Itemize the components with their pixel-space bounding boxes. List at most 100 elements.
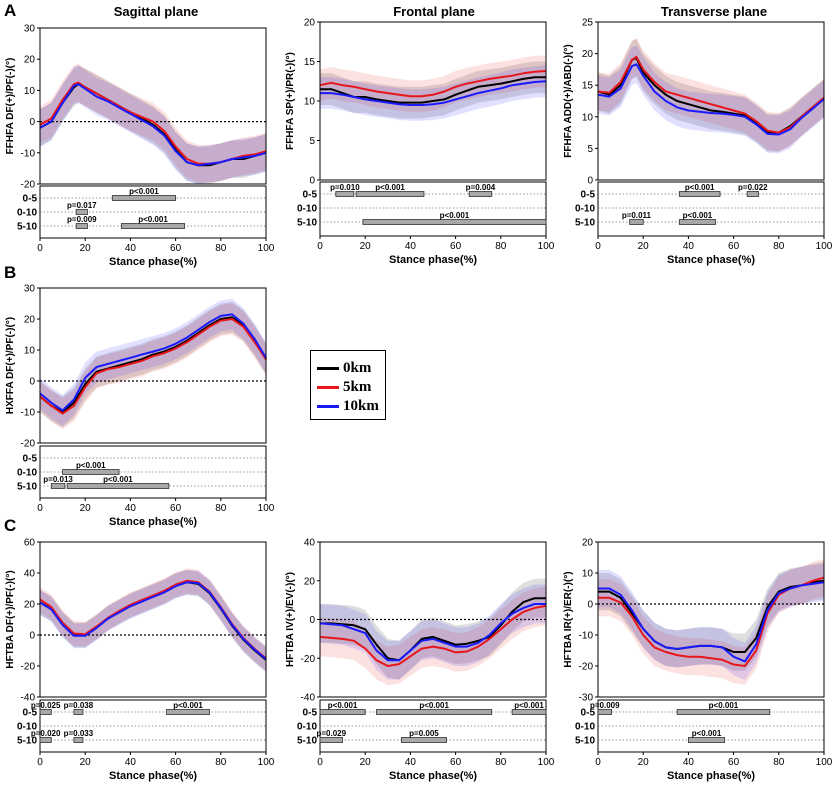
y-tick-label: 20 [582,538,594,549]
x-tick-label: 60 [450,241,462,252]
y-axis-label: HFTBA DF(+)/PF(-)(°) [5,570,16,668]
sig-p-label: p=0.004 [466,183,496,192]
x-tick-label: 60 [450,757,462,768]
y-tick-label: 10 [304,97,316,108]
y-axis-label: FFHFA SP(+)/PR(-)(°) [285,52,296,150]
sig-bar [319,709,366,715]
x-tick-label: 0 [595,241,601,252]
sig-bar [629,219,644,225]
x-tick-label: 60 [170,243,182,254]
legend-label-10km: 10km [343,398,379,414]
series-line-10km [39,83,267,167]
sig-p-label: p=0.029 [317,729,347,738]
chart-a1: -20 -10 0 10 20 30 FFHFA DF(+)/PF(-)(°) 0-5 0-10… [5,24,275,269]
series-line-5km [319,604,547,667]
x-tick-label: 0 [37,757,43,768]
sig-bar [746,191,759,197]
sd-band-0km [598,39,824,152]
x-axis-label: Stance phase(%) [109,516,197,528]
y-tick-label: 10 [24,86,36,97]
sig-bar [73,709,84,715]
y-tick-label: 20 [304,18,316,29]
sig-p-label: p<0.001 [138,215,168,224]
x-tick-label: 0 [317,757,323,768]
y-tick-label: 5 [587,144,593,155]
sig-bar [335,191,355,197]
sig-row-label: 0-5 [23,454,38,465]
sd-band-10km [40,569,266,672]
y-tick-label: 0 [29,631,35,642]
chart-c3: -30 -20 -10 0 10 20 HFTBA IR(+)/ER(-)(°) 0-5 0-1… [563,538,833,783]
y-tick-label: 30 [24,284,36,295]
x-tick-label: 20 [360,241,372,252]
y-axis-label: HXFFA DF(+)/PF(-)(°) [5,317,16,414]
sig-row-label: 0-5 [303,190,318,201]
x-tick-label: 0 [37,243,43,254]
y-tick-label: 15 [582,81,594,92]
x-tick-label: 80 [495,757,507,768]
sig-p-label: p<0.001 [514,701,544,710]
x-tick-label: 20 [638,241,650,252]
sig-p-label: p=0.009 [67,215,97,224]
y-tick-label: 10 [24,346,36,357]
y-tick-label: 40 [304,538,316,549]
y-tick-label: -10 [21,408,36,419]
legend-item-5km: 5km [317,378,383,396]
sig-p-label: p=0.022 [738,183,768,192]
sig-bar [678,191,721,197]
sd-band-5km [598,559,824,685]
x-tick-label: 40 [125,757,137,768]
sig-bar [511,709,547,715]
y-tick-label: 20 [304,576,316,587]
x-tick-label: 100 [538,757,555,768]
y-tick-label: 60 [24,538,36,549]
sig-row-label: 5-10 [297,218,317,229]
sd-band-10km [598,45,824,154]
y-tick-label: 20 [24,55,36,66]
chart-b1: -20 -10 0 10 20 30 HXFFA DF(+)/PF(-)(°) 0-5 0-10… [5,284,275,529]
legend-label-5km: 5km [343,379,372,395]
x-tick-label: 60 [170,757,182,768]
y-tick-label: 20 [24,600,36,611]
legend-item-0km: 0km [317,359,383,377]
sig-row-label: 0-10 [297,204,317,215]
series-line-10km [597,63,825,136]
sig-row-label: 0-10 [17,208,37,219]
sig-p-label: p<0.001 [709,701,739,710]
sd-band-10km [320,584,546,680]
legend: 0km 5km 10km [310,350,386,420]
y-tick-label: -20 [21,439,36,450]
sd-band-0km [320,578,546,680]
sig-p-label: p=0.033 [64,729,94,738]
sig-p-label: p<0.001 [419,701,449,710]
x-tick-label: 20 [638,757,650,768]
y-tick-label: -10 [579,631,594,642]
chart-a3: 0 5 10 15 20 25 FFHFA ADD(+)/ABD(-)(°) 0-5 0-10 5… [563,18,833,267]
legend-label-0km: 0km [343,360,372,376]
panel-label-c: C [4,516,16,535]
panel-label-a: A [4,1,16,20]
y-tick-label: 0 [587,600,593,611]
sig-bar [39,737,52,743]
chart-a2: 0 5 10 15 20 FFHFA SP(+)/PR(-)(°) 0-5 0-10 5-10 p… [285,18,555,267]
sig-row-label: 5-10 [17,482,37,493]
sig-bar [468,191,493,197]
sig-p-label: p=0.005 [409,729,439,738]
x-tick-label: 20 [360,757,372,768]
sig-bar [50,483,66,489]
title-transverse: Transverse plane [661,4,767,19]
sd-band-0km [320,61,546,119]
sd-band-10km [40,298,266,426]
legend-swatch-0km [317,367,339,370]
sig-bar [39,709,52,715]
x-tick-label: 80 [215,243,227,254]
sig-row-label: 0-10 [575,204,595,215]
y-axis-label: FFHFA DF(+)/PF(-)(°) [5,58,16,155]
x-tick-label: 100 [258,757,275,768]
x-tick-label: 0 [37,503,43,514]
plot-frame [597,21,825,181]
x-axis-label: Stance phase(%) [667,770,755,782]
sd-band-0km [598,562,824,671]
plot-frame [39,541,267,698]
sig-frame [597,181,825,237]
